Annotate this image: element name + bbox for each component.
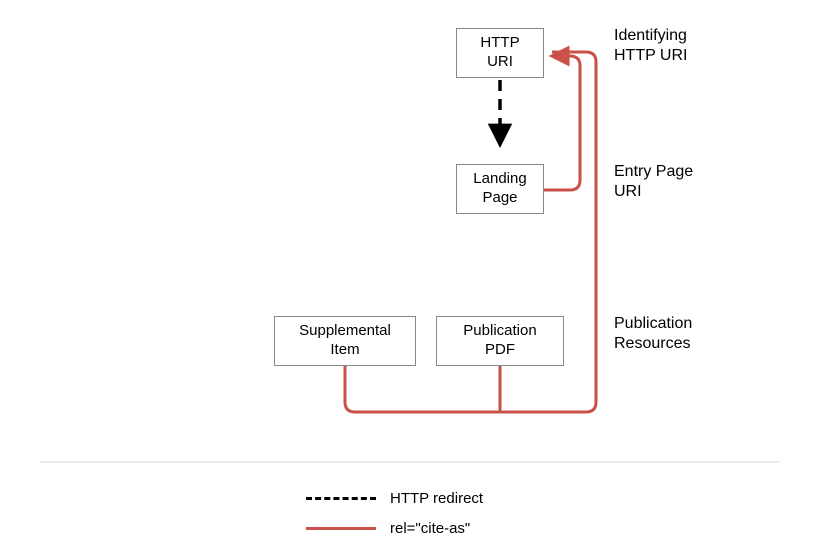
annotation-text: IdentifyingHTTP URI [614,27,687,64]
solid-swatch [306,527,376,530]
annotation-text: Entry PageURI [614,163,693,200]
legend-row-citeas: rel="cite-as" [306,520,470,537]
annotation-entry-page: Entry PageURI [614,162,693,202]
legend-row-redirect: HTTP redirect [306,490,483,507]
node-label: PublicationPDF [463,322,536,360]
node-publication-pdf: PublicationPDF [436,316,564,366]
edge-landing-to-http [544,56,580,190]
edges-layer [0,0,820,550]
dash-swatch [306,497,376,500]
node-label: LandingPage [473,170,526,208]
diagram-canvas: HTTPURI LandingPage SupplementalItem Pub… [0,0,820,550]
node-supplemental-item: SupplementalItem [274,316,416,366]
annotation-publication-resources: PublicationResources [614,314,692,354]
annotation-identifying: IdentifyingHTTP URI [614,26,687,66]
legend-label: rel="cite-as" [390,520,470,537]
node-landing-page: LandingPage [456,164,544,214]
node-label: HTTPURI [480,34,519,72]
node-label: SupplementalItem [299,322,391,360]
node-http-uri: HTTPURI [456,28,544,78]
legend-label: HTTP redirect [390,490,483,507]
annotation-text: PublicationResources [614,315,692,352]
